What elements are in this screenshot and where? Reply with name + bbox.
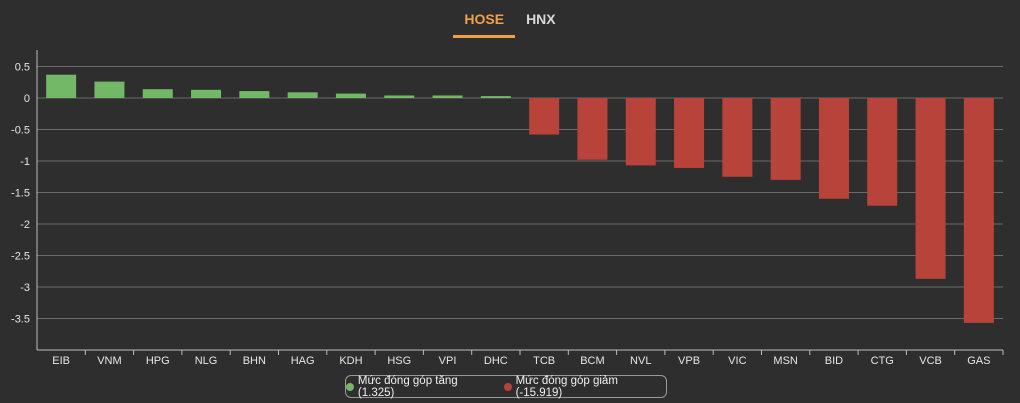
bar-dhc[interactable]: [480, 96, 511, 98]
x-tick-label: KDH: [339, 355, 362, 367]
exchange-tabs: HOSE HNX: [0, 8, 1020, 38]
tab-hnx[interactable]: HNX: [526, 11, 556, 27]
x-tick-label: VPB: [678, 355, 700, 367]
x-tick-label: HAG: [291, 355, 315, 367]
bar-vpb[interactable]: [674, 98, 705, 168]
bar-eib[interactable]: [46, 74, 77, 98]
x-tick-label: HPG: [146, 355, 170, 367]
bar-hag[interactable]: [287, 92, 318, 98]
bar-ctg[interactable]: [867, 98, 898, 206]
bar-hpg[interactable]: [142, 89, 173, 98]
legend-label-decrease: Mức đóng góp giảm (-15.919): [515, 374, 618, 399]
y-tick-label: -0.5: [11, 125, 30, 137]
x-tick-label: MSN: [773, 355, 798, 367]
legend-label-increase: Mức đóng góp tăng (1.325): [357, 374, 458, 399]
legend-item-increase[interactable]: Mức đóng góp tăng (1.325): [346, 375, 496, 399]
legend-dot-decrease: [503, 382, 512, 391]
x-tick-label: VPI: [439, 355, 457, 367]
bar-vnm[interactable]: [94, 81, 125, 98]
legend-item-decrease[interactable]: Mức đóng góp giảm (-15.919): [503, 374, 666, 399]
bar-kdh[interactable]: [335, 93, 366, 98]
y-tick-label: -3.5: [11, 314, 30, 326]
y-tick-label: -2.5: [11, 251, 30, 263]
bar-vcb[interactable]: [915, 98, 946, 279]
bar-msn[interactable]: [770, 98, 801, 180]
tab-hose[interactable]: HOSE: [453, 8, 516, 38]
bar-gas[interactable]: [963, 98, 994, 323]
x-tick-label: VNM: [97, 355, 121, 367]
x-tick-label: CTG: [871, 355, 894, 367]
x-tick-label: TCB: [533, 355, 555, 367]
bar-nvl[interactable]: [625, 98, 656, 166]
x-tick-label: NLG: [195, 355, 218, 367]
legend-dot-increase: [346, 382, 354, 391]
y-tick-label: -1.5: [11, 188, 30, 200]
bar-nlg[interactable]: [191, 89, 222, 98]
x-tick-label: VCB: [919, 355, 942, 367]
bar-bhn[interactable]: [239, 91, 270, 98]
x-tick-label: DHC: [484, 355, 508, 367]
x-tick-label: BID: [825, 355, 843, 367]
y-tick-label: 0.5: [15, 62, 30, 74]
bar-tcb[interactable]: [529, 98, 560, 135]
x-tick-label: NVL: [630, 355, 651, 367]
y-tick-label: -3: [20, 282, 30, 294]
bar-bcm[interactable]: [577, 98, 608, 160]
chart-legend: Mức đóng góp tăng (1.325) Mức đóng góp g…: [345, 374, 667, 399]
y-tick-label: -2: [20, 219, 30, 231]
bar-hsg[interactable]: [384, 95, 415, 98]
x-tick-label: BCM: [580, 355, 604, 367]
y-tick-label: 0: [24, 93, 30, 105]
y-tick-label: -1: [20, 156, 30, 168]
bar-vic[interactable]: [722, 98, 753, 177]
x-tick-label: HSG: [387, 355, 411, 367]
bar-bid[interactable]: [818, 98, 849, 199]
x-tick-label: EIB: [52, 355, 70, 367]
x-tick-label: BHN: [243, 355, 266, 367]
x-tick-label: GAS: [967, 355, 990, 367]
x-tick-label: VIC: [728, 355, 746, 367]
bar-vpi[interactable]: [432, 95, 463, 98]
